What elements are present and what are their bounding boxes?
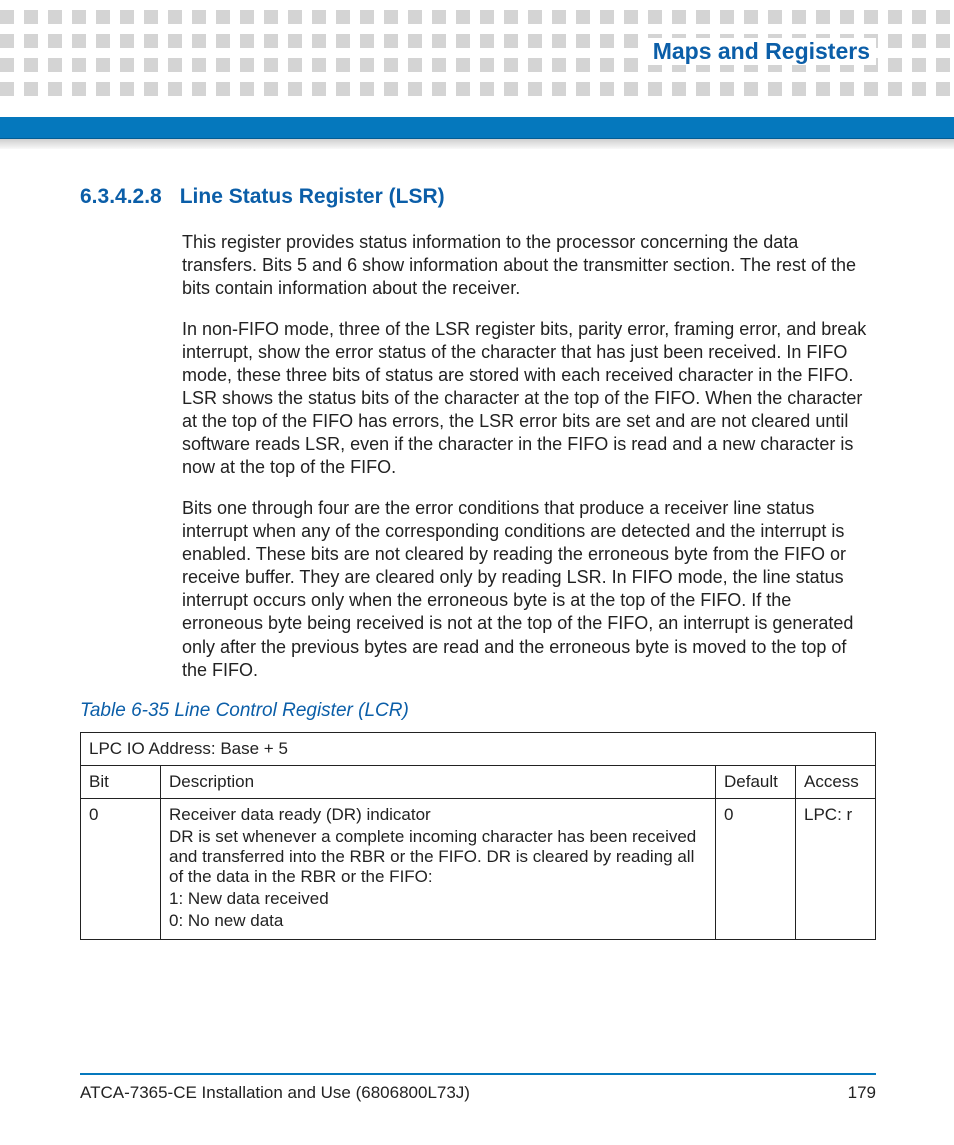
- cell-default: 0: [716, 798, 796, 939]
- table-caption: Table 6-35 Line Control Register (LCR): [80, 700, 876, 722]
- chapter-title: Maps and Registers: [647, 38, 876, 65]
- cell-access: LPC: r: [796, 798, 876, 939]
- table-header-desc: Description: [161, 765, 716, 798]
- cell-description: Receiver data ready (DR) indicator DR is…: [161, 798, 716, 939]
- paragraph: In non-FIFO mode, three of the LSR regis…: [182, 318, 876, 479]
- header-dot-row: [0, 82, 954, 96]
- desc-line: 1: New data received: [169, 889, 707, 909]
- desc-line: Receiver data ready (DR) indicator: [169, 805, 707, 825]
- page-footer: ATCA-7365-CE Installation and Use (68068…: [80, 1083, 876, 1103]
- header-bar: [0, 117, 954, 139]
- paragraph: This register provides status informatio…: [182, 231, 876, 300]
- footer-page-number: 179: [848, 1083, 876, 1103]
- footer-rule: [80, 1073, 876, 1075]
- cell-bit: 0: [81, 798, 161, 939]
- page: Maps and Registers 6.3.4.2.8 Line Status…: [0, 0, 954, 1145]
- table-address-cell: LPC IO Address: Base + 5: [81, 732, 876, 765]
- section-title: Line Status Register (LSR): [180, 185, 445, 209]
- register-table: LPC IO Address: Base + 5 Bit Description…: [80, 732, 876, 940]
- table-row: 0 Receiver data ready (DR) indicator DR …: [81, 798, 876, 939]
- desc-line: DR is set whenever a complete incoming c…: [169, 827, 707, 887]
- table-header-access: Access: [796, 765, 876, 798]
- paragraph: Bits one through four are the error cond…: [182, 497, 876, 681]
- body-column: This register provides status informatio…: [182, 231, 876, 682]
- section-heading: 6.3.4.2.8 Line Status Register (LSR): [80, 185, 876, 209]
- table-address-row: LPC IO Address: Base + 5: [81, 732, 876, 765]
- content-area: 6.3.4.2.8 Line Status Register (LSR) Thi…: [80, 185, 876, 940]
- desc-line: 0: No new data: [169, 911, 707, 931]
- table-header-default: Default: [716, 765, 796, 798]
- table-header-bit: Bit: [81, 765, 161, 798]
- section-number: 6.3.4.2.8: [80, 185, 162, 209]
- table-header-row: Bit Description Default Access: [81, 765, 876, 798]
- header-dot-row: [0, 10, 954, 24]
- footer-doc-title: ATCA-7365-CE Installation and Use (68068…: [80, 1083, 470, 1103]
